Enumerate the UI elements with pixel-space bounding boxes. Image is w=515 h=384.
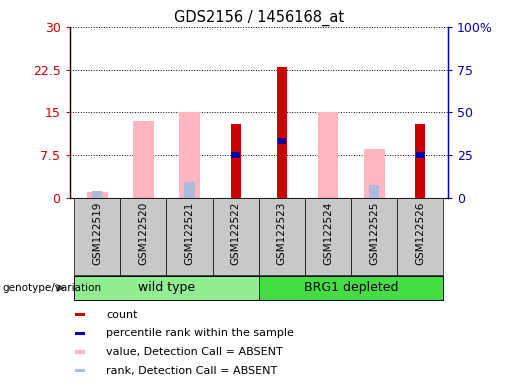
Text: BRG1 depleted: BRG1 depleted bbox=[304, 281, 399, 295]
Bar bbox=[364, 149, 385, 198]
Bar bbox=[259, 276, 443, 300]
Bar bbox=[133, 121, 154, 198]
Text: percentile rank within the sample: percentile rank within the sample bbox=[106, 328, 294, 338]
Text: GSM122522: GSM122522 bbox=[231, 202, 241, 265]
Bar bbox=[75, 369, 85, 372]
Bar bbox=[397, 198, 443, 275]
Text: value, Detection Call = ABSENT: value, Detection Call = ABSENT bbox=[106, 347, 283, 357]
Title: GDS2156 / 1456168_at: GDS2156 / 1456168_at bbox=[174, 9, 344, 25]
Bar bbox=[416, 152, 425, 158]
Text: count: count bbox=[106, 310, 138, 319]
Bar bbox=[305, 198, 351, 275]
Bar bbox=[277, 67, 287, 198]
Bar bbox=[92, 191, 102, 198]
Bar bbox=[75, 332, 85, 335]
Bar bbox=[415, 124, 425, 198]
Text: genotype/variation: genotype/variation bbox=[3, 283, 101, 293]
Text: GSM122521: GSM122521 bbox=[184, 202, 195, 265]
Bar bbox=[259, 198, 305, 275]
Bar bbox=[179, 112, 200, 198]
Bar bbox=[121, 198, 166, 275]
Bar bbox=[75, 350, 85, 354]
Text: wild type: wild type bbox=[138, 281, 195, 295]
Bar bbox=[278, 138, 286, 144]
Text: GSM122526: GSM122526 bbox=[416, 202, 425, 265]
Bar bbox=[74, 276, 259, 300]
Bar bbox=[351, 198, 397, 275]
Text: GSM122519: GSM122519 bbox=[92, 202, 102, 265]
Text: GSM122520: GSM122520 bbox=[139, 202, 148, 265]
Bar bbox=[75, 313, 85, 316]
Bar bbox=[74, 198, 121, 275]
Bar bbox=[231, 152, 240, 158]
Bar bbox=[231, 124, 241, 198]
Bar bbox=[184, 182, 195, 198]
Bar bbox=[318, 112, 338, 198]
Bar bbox=[369, 185, 379, 198]
Bar bbox=[166, 198, 213, 275]
Text: GSM122525: GSM122525 bbox=[369, 202, 379, 265]
Bar bbox=[87, 192, 108, 198]
Text: GSM122523: GSM122523 bbox=[277, 202, 287, 265]
Text: GSM122524: GSM122524 bbox=[323, 202, 333, 265]
Bar bbox=[213, 198, 259, 275]
Text: rank, Detection Call = ABSENT: rank, Detection Call = ABSENT bbox=[106, 366, 277, 376]
